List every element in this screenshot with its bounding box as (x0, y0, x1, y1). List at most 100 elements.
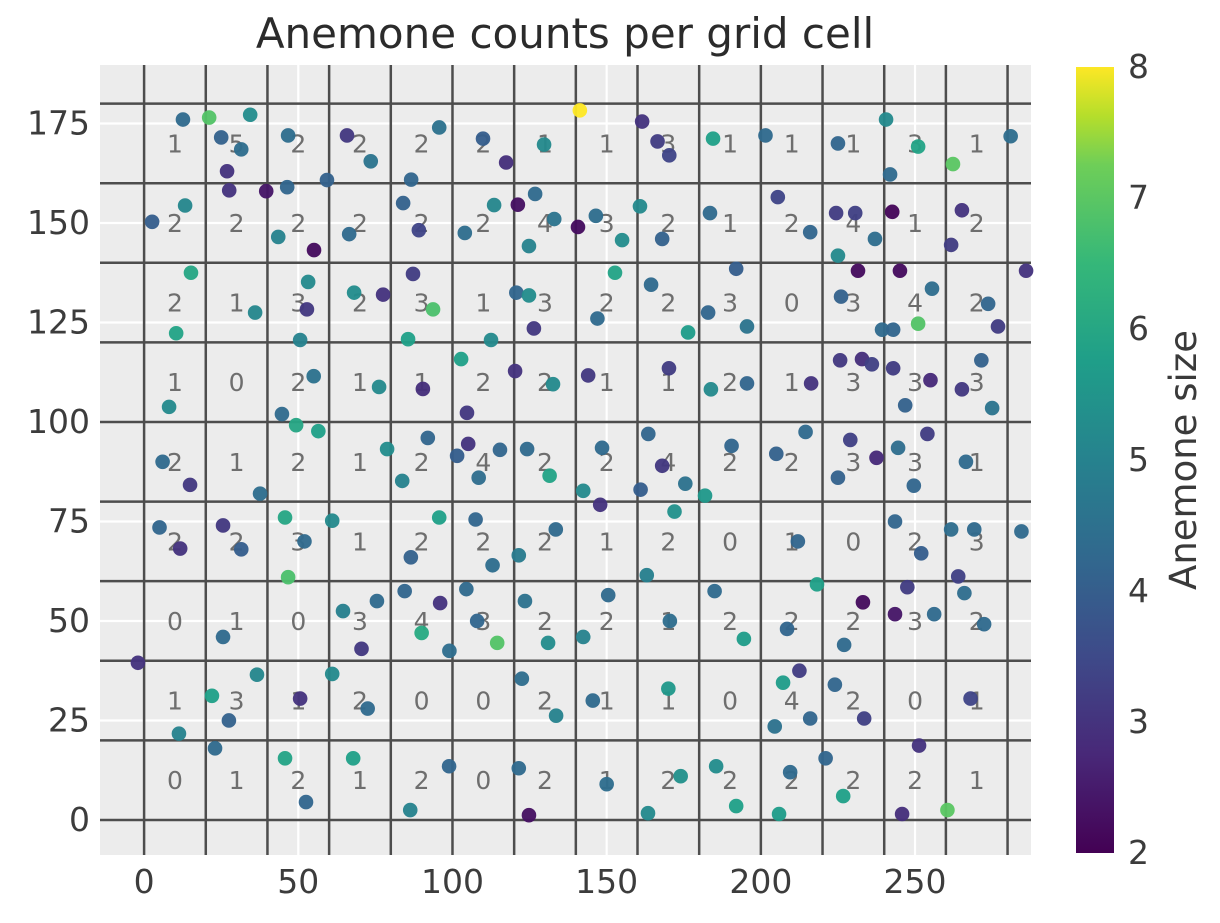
cell-count-label: 2 (784, 448, 800, 477)
cell-count-label: 2 (167, 448, 183, 477)
scatter-point (414, 625, 429, 641)
scatter-point (661, 360, 677, 376)
cell-count-label: 2 (784, 209, 800, 238)
scatter-point (770, 189, 786, 205)
scatter-point (779, 621, 795, 637)
scatter-point (379, 441, 395, 457)
cell-count-label: 2 (352, 129, 368, 158)
y-tick-label: 150 (27, 203, 90, 242)
scatter-point (280, 128, 296, 143)
scatter-point (542, 468, 557, 484)
cell-count-label: 2 (969, 209, 985, 238)
scatter-point (403, 172, 419, 187)
scatter-point (667, 504, 682, 519)
scatter-point (673, 768, 688, 784)
scatter-point (957, 585, 972, 601)
scatter-point (460, 436, 476, 452)
y-tick-label: 175 (27, 104, 90, 143)
scatter-point (213, 130, 229, 145)
scatter-point (943, 237, 959, 253)
scatter-point (306, 242, 322, 258)
x-tick-label: 200 (729, 862, 792, 901)
scatter-point (632, 198, 648, 214)
scatter-point (836, 637, 852, 653)
scatter-point (835, 788, 851, 804)
scatter-point (640, 805, 656, 821)
cell-count-label: 2 (537, 607, 553, 636)
scatter-point (441, 758, 457, 774)
scatter-point (830, 248, 846, 263)
scatter-point (923, 372, 938, 388)
scatter-point (288, 417, 304, 433)
scatter-point (833, 289, 849, 304)
scatter-point (958, 454, 974, 470)
cell-count-label: 2 (414, 448, 430, 477)
scatter-point (662, 613, 678, 629)
cell-count-label: 3 (537, 289, 553, 318)
scatter-point (643, 277, 659, 292)
cell-count-label: 1 (969, 129, 985, 158)
scatter-point (802, 224, 818, 240)
cell-count-label: 3 (229, 687, 245, 716)
scatter-point (249, 667, 265, 683)
scatter-point (459, 581, 474, 597)
y-tick-label: 25 (48, 700, 90, 739)
scatter-point (697, 488, 713, 503)
scatter-point (346, 285, 362, 300)
scatter-point (585, 693, 601, 708)
scatter-point (242, 107, 258, 123)
scatter-point (580, 368, 596, 383)
cell-count-label: 1 (229, 289, 245, 318)
scatter-point (736, 631, 752, 647)
scatter-point (728, 798, 744, 814)
cell-count-label: 1 (599, 368, 615, 397)
cell-count-label: 2 (167, 209, 183, 238)
cell-count-label: 2 (907, 766, 923, 795)
scatter-point (298, 794, 314, 810)
scatter-point (233, 542, 249, 557)
cell-count-label: 3 (414, 289, 430, 318)
colorbar-label: Anemone size (1162, 330, 1205, 590)
scatter-point (906, 478, 922, 493)
cell-count-label: 2 (352, 209, 368, 238)
scatter-point (292, 691, 308, 706)
scatter-point (432, 595, 448, 611)
scatter-point (802, 711, 818, 726)
scatter-point (594, 440, 610, 456)
cell-count-label: 2 (229, 209, 245, 238)
scatter-point (661, 148, 677, 163)
scatter-point (492, 442, 508, 458)
cell-count-label: 1 (784, 368, 800, 397)
scatter-point (832, 353, 848, 368)
colorbar-tick-label: 3 (1128, 702, 1149, 741)
scatter-point (299, 302, 315, 317)
scatter-point (847, 205, 863, 221)
scatter-point (855, 594, 871, 610)
scatter-point (485, 557, 500, 573)
scatter-point (258, 183, 274, 199)
scatter-point (705, 131, 721, 146)
scatter-point (885, 360, 901, 376)
scatter-point (887, 606, 903, 622)
cell-count-label: 1 (475, 289, 491, 318)
cell-count-label: 0 (475, 687, 491, 716)
scatter-point (588, 208, 604, 224)
scatter-point (963, 691, 978, 706)
cell-count-label: 1 (660, 368, 676, 397)
scatter-point (920, 426, 935, 442)
scatter-point (827, 677, 843, 692)
cell-count-label: 2 (845, 687, 861, 716)
scatter-point (707, 583, 722, 599)
scatter-point (943, 522, 959, 537)
scatter-point (575, 629, 591, 645)
scatter-point (519, 441, 535, 457)
cell-count-label: 2 (537, 766, 553, 795)
scatter-point (130, 655, 146, 671)
scatter-point (842, 432, 858, 448)
scatter-point (507, 363, 523, 379)
scatter-point (830, 470, 846, 486)
scatter-point (405, 266, 421, 282)
scatter-point (607, 265, 623, 281)
scatter-point (182, 477, 198, 493)
scatter-point (885, 322, 901, 337)
